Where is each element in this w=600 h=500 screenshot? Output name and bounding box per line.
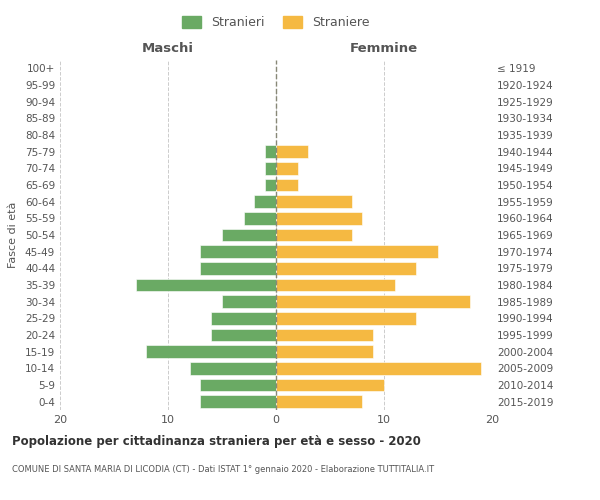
Bar (276, 246, 438, 258)
Bar (276, 279, 395, 291)
Bar (211, 329, 276, 341)
Bar (276, 146, 308, 158)
Bar (200, 262, 276, 274)
Bar (200, 379, 276, 391)
Bar (211, 312, 276, 324)
Bar (276, 229, 352, 241)
Bar (200, 396, 276, 408)
Text: Femmine: Femmine (350, 42, 418, 55)
Bar (254, 196, 276, 208)
Bar (276, 329, 373, 341)
Bar (265, 162, 276, 174)
Text: Popolazione per cittadinanza straniera per età e sesso - 2020: Popolazione per cittadinanza straniera p… (12, 435, 421, 448)
Text: COMUNE DI SANTA MARIA DI LICODIA (CT) - Dati ISTAT 1° gennaio 2020 - Elaborazion: COMUNE DI SANTA MARIA DI LICODIA (CT) - … (12, 465, 434, 474)
Bar (146, 346, 276, 358)
Bar (244, 212, 276, 224)
Text: Maschi: Maschi (142, 42, 194, 55)
Bar (276, 162, 298, 174)
Bar (276, 179, 298, 192)
Bar (276, 346, 373, 358)
Bar (276, 296, 470, 308)
Legend: Stranieri, Straniere: Stranieri, Straniere (178, 11, 374, 34)
Y-axis label: Fasce di età: Fasce di età (8, 202, 18, 268)
Bar (276, 262, 416, 274)
Bar (276, 312, 416, 324)
Bar (276, 362, 481, 374)
Bar (265, 146, 276, 158)
Bar (222, 296, 276, 308)
Bar (276, 379, 384, 391)
Bar (276, 212, 362, 224)
Bar (136, 279, 276, 291)
Bar (190, 362, 276, 374)
Bar (200, 246, 276, 258)
Bar (222, 229, 276, 241)
Bar (276, 196, 352, 208)
Bar (265, 179, 276, 192)
Bar (276, 396, 362, 408)
